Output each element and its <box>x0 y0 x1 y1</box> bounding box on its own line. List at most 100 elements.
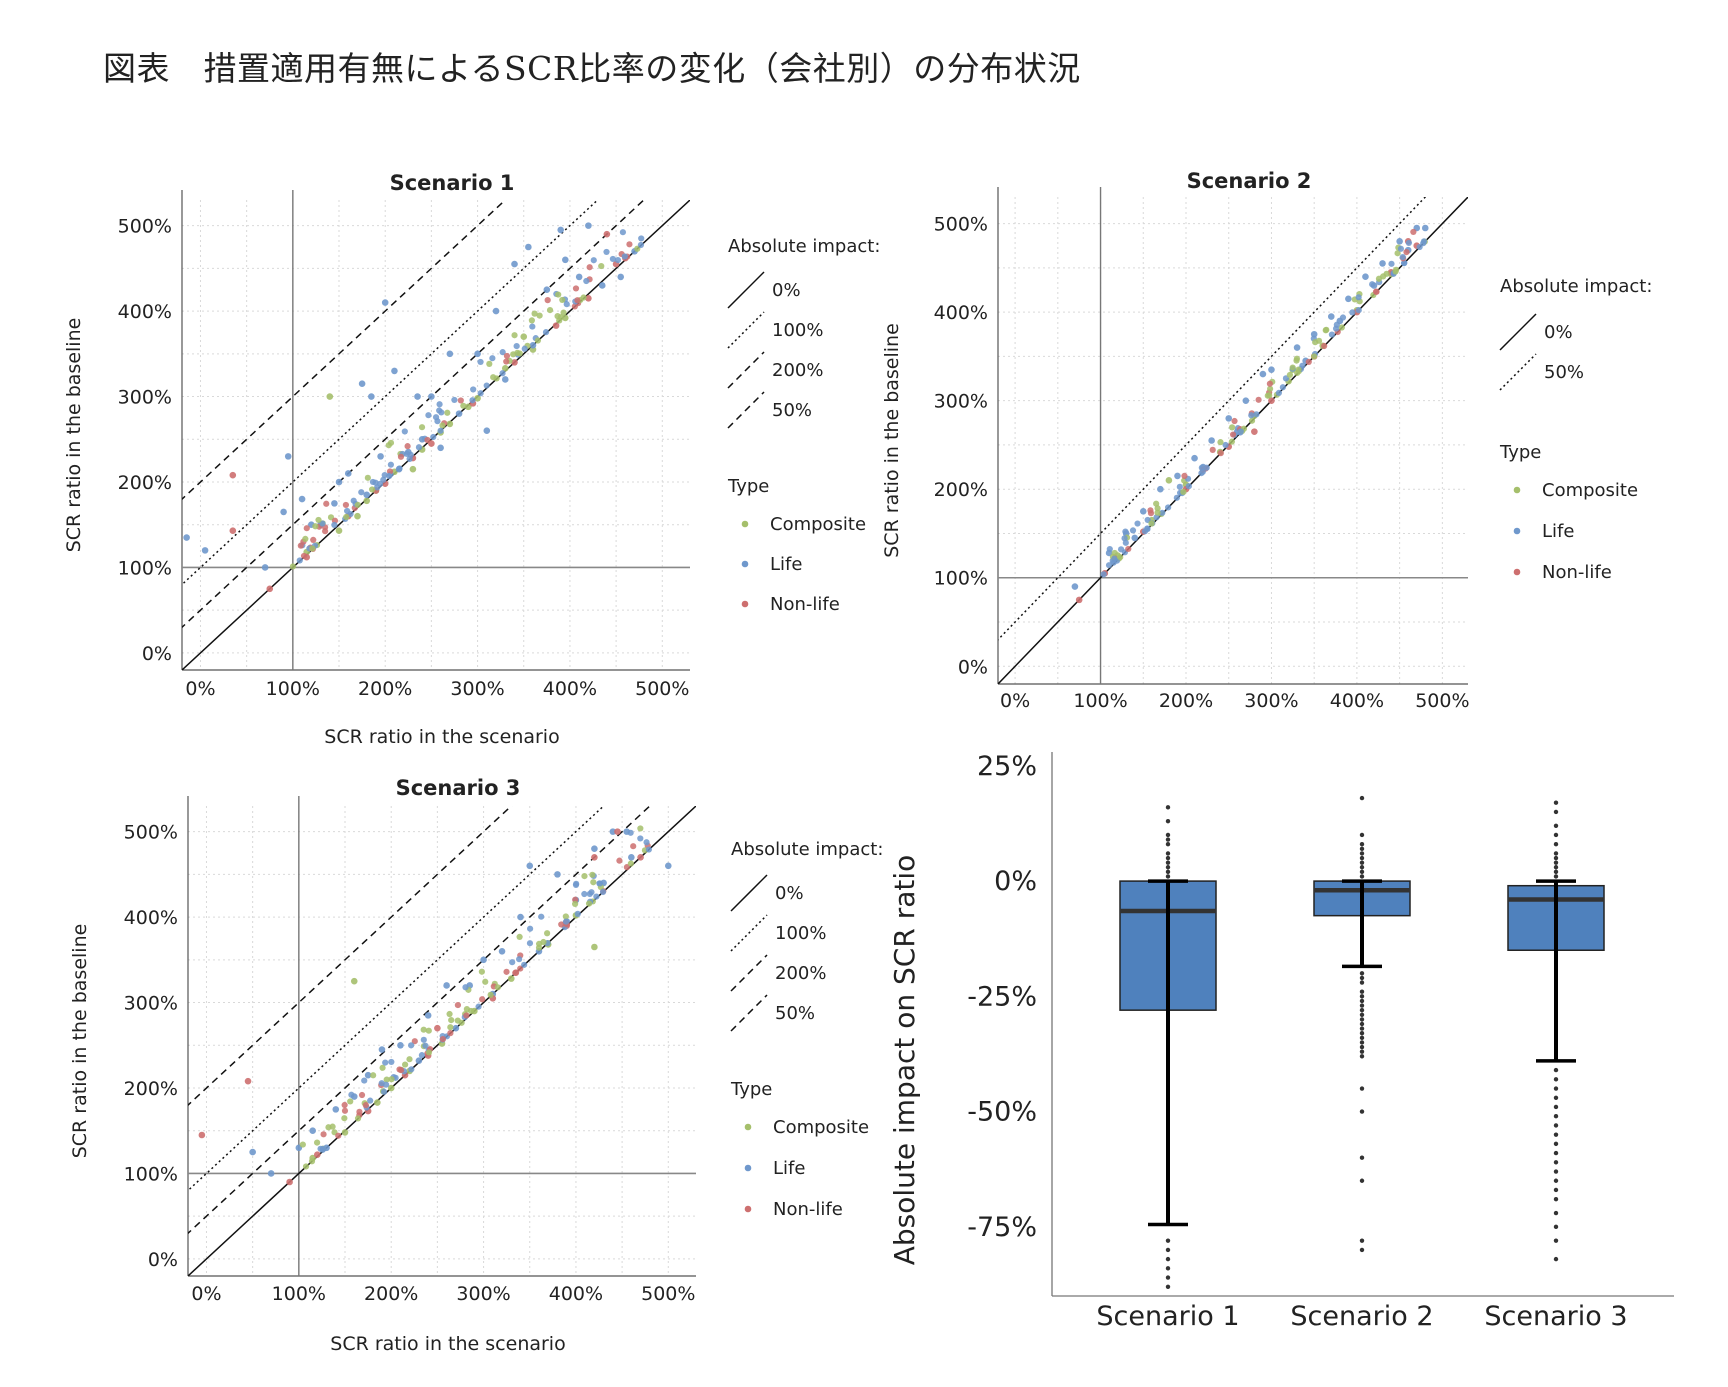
legend: Absolute impact: 0% 100% 200% 50% TypeComposi… <box>727 236 880 615</box>
box-category-label: Scenario 3 <box>1484 1301 1627 1332</box>
point-band <box>388 1076 395 1083</box>
point-life <box>377 453 384 460</box>
legend-line-key <box>727 311 765 349</box>
box-outlier <box>1553 1141 1559 1147</box>
point-composite <box>507 975 515 982</box>
legend: Absolute impact: 0% 100% 200% 50% TypeComposi… <box>730 839 883 1220</box>
x-tick-label: 100% <box>1073 690 1127 712</box>
point-band <box>643 839 650 846</box>
legend-type-label: Life <box>1542 521 1574 542</box>
point-band <box>583 277 590 285</box>
reference-line-50pct <box>188 806 651 1235</box>
point-band <box>499 370 506 377</box>
point-band <box>396 465 403 472</box>
box-y-axis-label: Absolute impact on SCR ratio <box>888 855 921 1266</box>
legend-impact-label: 50% <box>772 400 812 421</box>
legend-line-key <box>730 994 768 1032</box>
point-band <box>623 864 630 871</box>
legend-type-swatch <box>741 600 749 608</box>
point-band <box>329 1123 336 1130</box>
box-y-tick-label: 25% <box>977 751 1037 782</box>
point-band <box>448 1017 455 1024</box>
x-tick-label: 500% <box>641 1283 695 1305</box>
point-life <box>529 341 537 349</box>
box-outlier <box>1359 1044 1365 1050</box>
point-life <box>280 508 287 516</box>
box-y-tick-label: 0% <box>994 866 1037 897</box>
point-life <box>261 564 269 571</box>
box-outlier <box>1359 975 1365 981</box>
point-life <box>363 491 371 499</box>
point-band <box>1322 327 1329 334</box>
y-tick-label: 0% <box>148 1249 178 1271</box>
point-band <box>562 913 569 920</box>
legend-impact-title: Absolute impact: <box>728 236 880 257</box>
point-band <box>1295 366 1302 373</box>
point-composite <box>1165 477 1173 484</box>
point-band <box>559 296 566 304</box>
box-outlier <box>1359 846 1365 852</box>
box-outlier <box>1553 1067 1559 1073</box>
point-band <box>397 453 405 460</box>
point-band <box>322 528 329 535</box>
point-non-life <box>637 853 644 861</box>
point-band <box>451 396 458 404</box>
point-band <box>387 461 394 468</box>
y-axis-label: SCR ratio in the baseline <box>69 924 91 1159</box>
point-band <box>439 422 446 429</box>
box-outlier <box>1359 971 1365 976</box>
point-non-life <box>1251 428 1258 435</box>
point-band <box>1333 321 1340 328</box>
point-life <box>364 1071 372 1079</box>
point-band <box>341 1107 349 1114</box>
box-outlier <box>1553 851 1559 856</box>
box-outlier <box>1553 1178 1559 1183</box>
legend-line-key <box>727 391 765 429</box>
point-life <box>526 862 534 870</box>
y-tick-label: 400% <box>124 907 178 929</box>
point-non-life <box>314 1151 321 1158</box>
legend-impact-title: Absolute impact: <box>731 839 883 860</box>
point-band <box>486 360 493 367</box>
box-category-label: Scenario 1 <box>1096 1301 1239 1332</box>
box-outlier <box>1359 1031 1365 1036</box>
point-life <box>480 956 487 964</box>
point-band <box>447 1030 454 1037</box>
point-life <box>1208 437 1215 444</box>
box-outlier <box>1165 1238 1171 1243</box>
point-non-life <box>603 230 611 238</box>
point-band <box>1338 324 1345 331</box>
legend-impact-label: 0% <box>775 883 804 904</box>
point-band <box>367 1097 374 1104</box>
point-composite <box>474 394 481 402</box>
point-band <box>599 888 607 896</box>
box-outlier <box>1553 869 1559 875</box>
point-band <box>1165 504 1172 511</box>
point-band <box>593 893 600 900</box>
point-life <box>424 1012 432 1019</box>
point-band <box>598 262 605 270</box>
x-tick-label: 200% <box>364 1283 418 1305</box>
point-life <box>414 393 421 400</box>
point-band <box>1141 528 1149 535</box>
x-axis-label: SCR ratio in the scenario <box>324 726 559 748</box>
point-band <box>302 1163 310 1170</box>
x-tick-label: 0% <box>1000 690 1030 712</box>
point-band <box>1248 417 1256 424</box>
point-band <box>1266 392 1273 399</box>
legend-type-label: Non-life <box>1542 562 1612 583</box>
point-non-life <box>244 1077 252 1085</box>
box-outlier <box>1359 1017 1365 1022</box>
point-life <box>201 547 209 554</box>
point-band <box>369 486 376 493</box>
point-band <box>320 1131 327 1138</box>
box-outlier <box>1553 809 1559 815</box>
box-outlier <box>1359 874 1365 879</box>
point-band <box>645 846 652 853</box>
box-outlier <box>1359 1035 1365 1041</box>
point-life <box>455 410 463 417</box>
point-non-life <box>266 585 274 593</box>
panel-title: Scenario 3 <box>396 776 521 800</box>
reference-lines <box>182 200 690 670</box>
